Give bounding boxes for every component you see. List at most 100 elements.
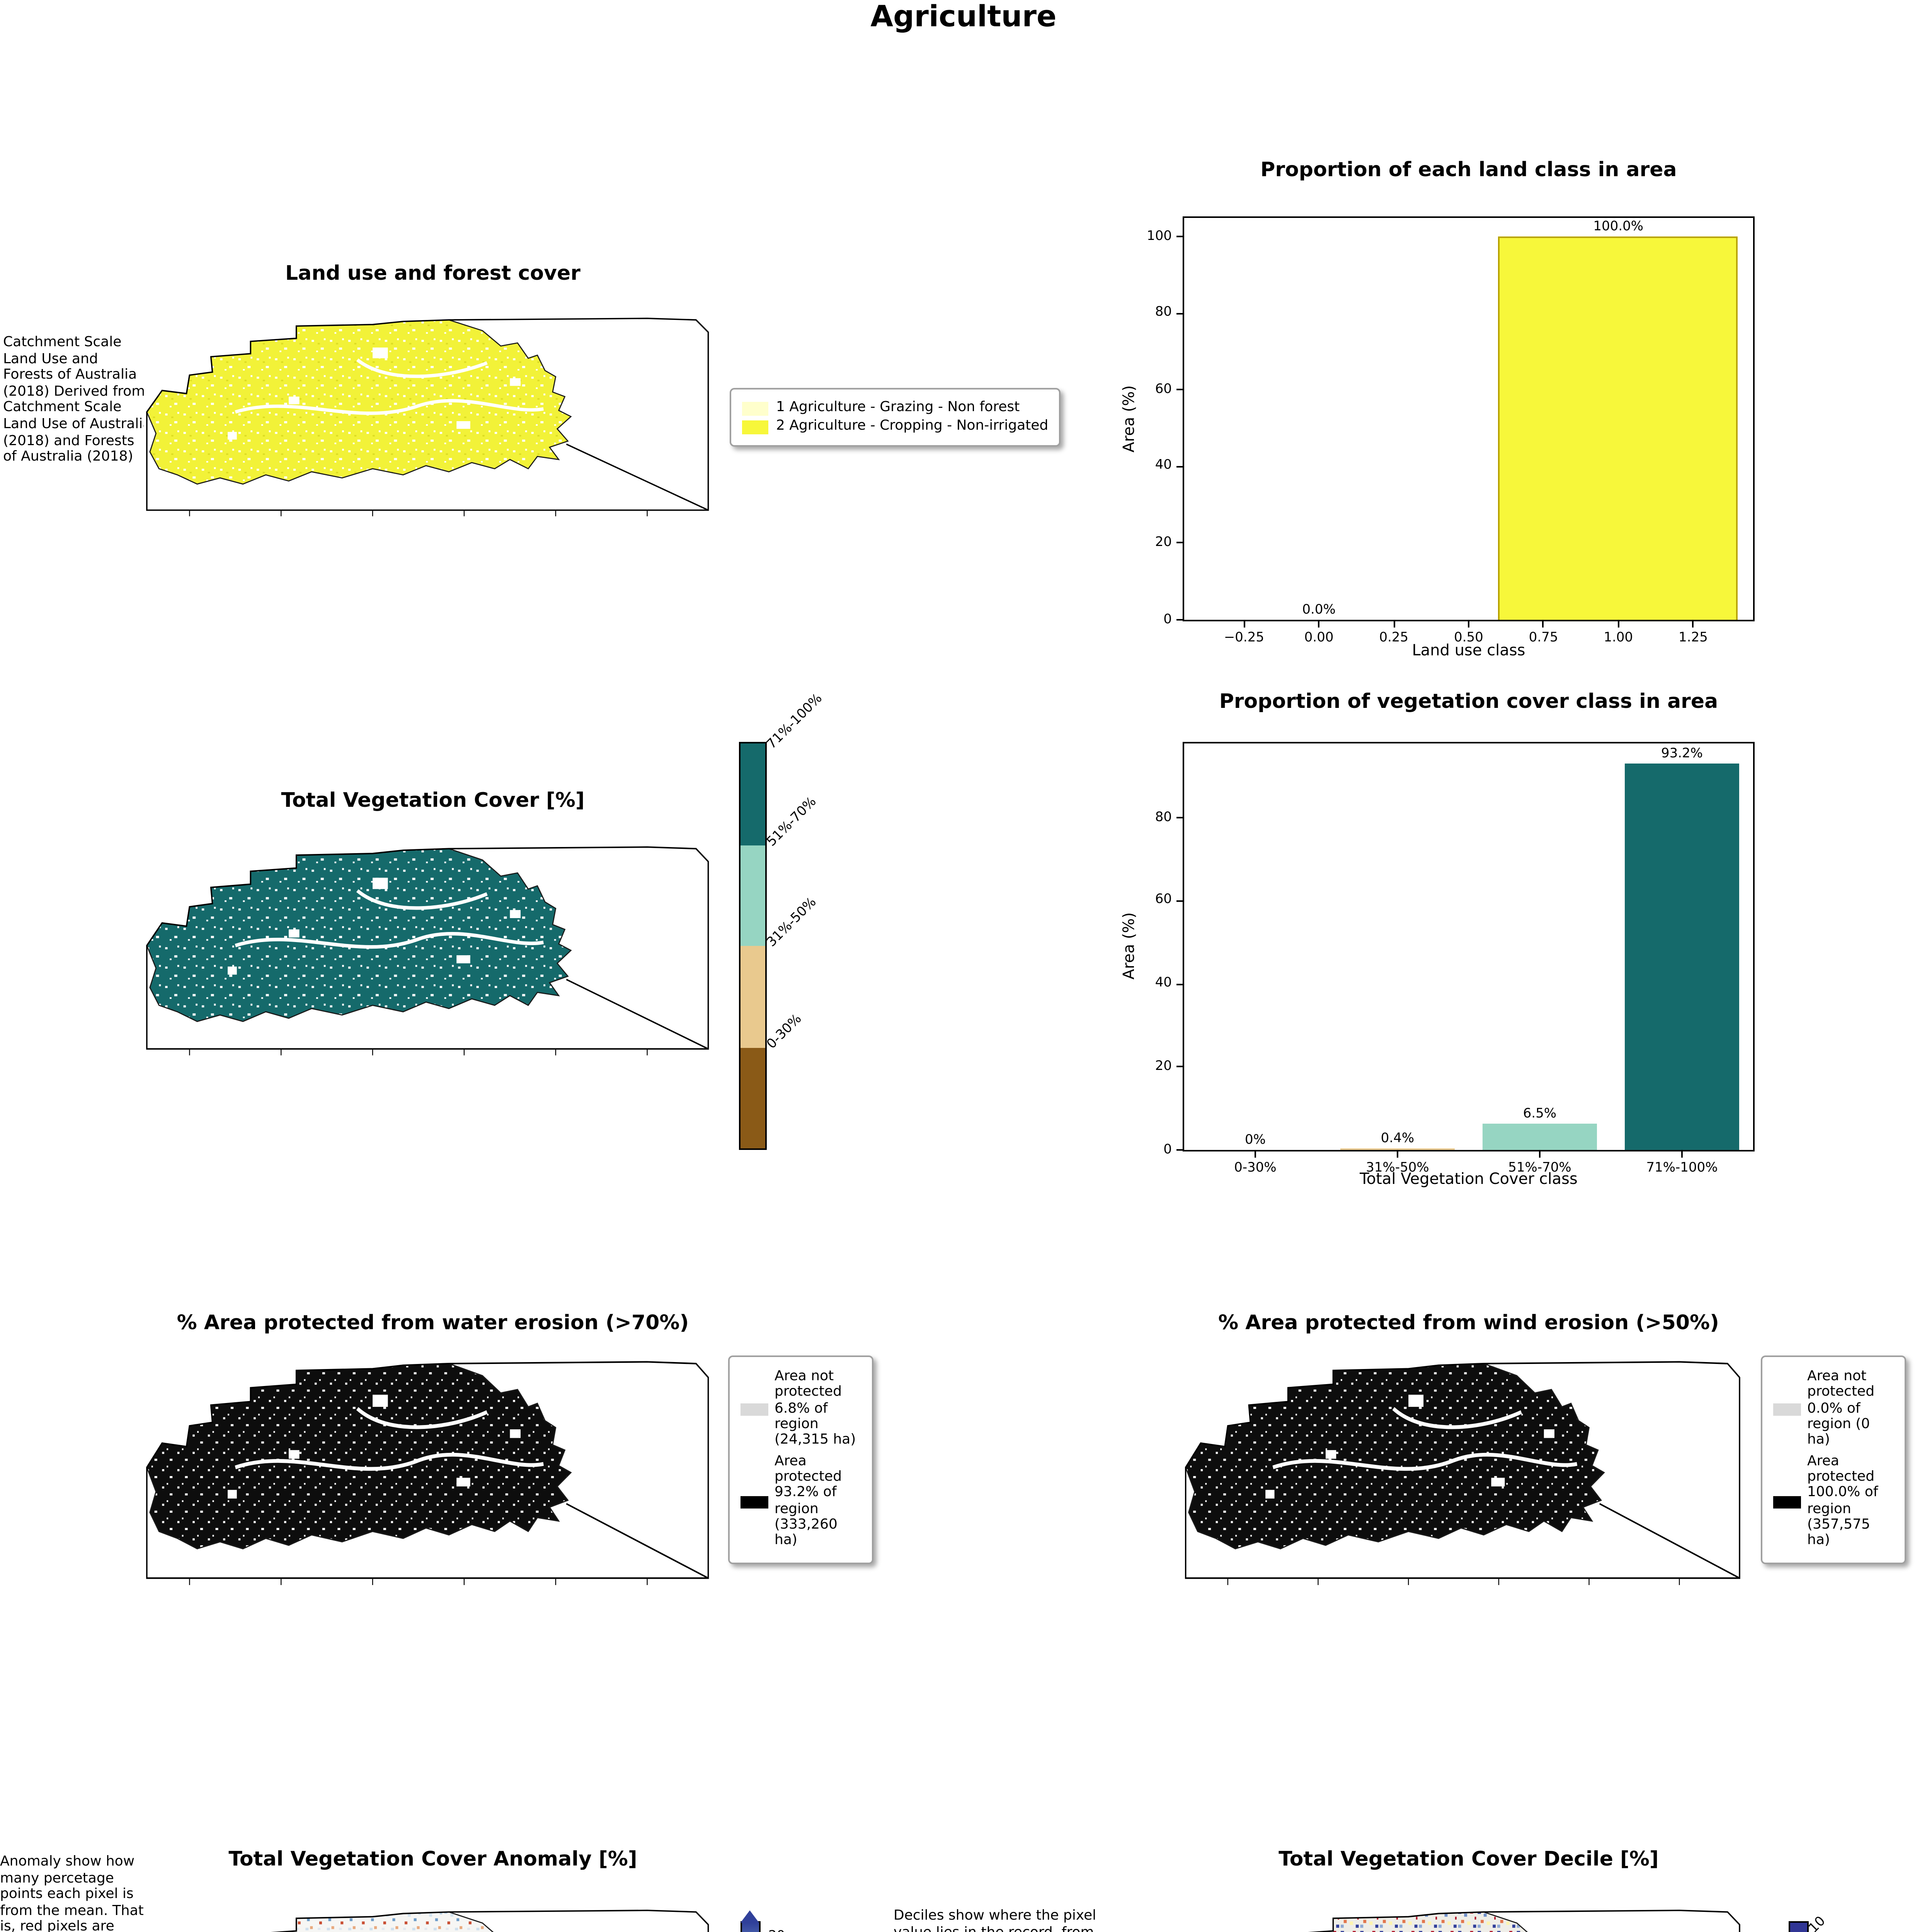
- clearing-gap: [289, 929, 300, 938]
- catchment-region: [1310, 1911, 1528, 1932]
- vegetation-bar-chart: 0 20 40 60 80 0-30% 31%-50% 51%-70% 71%-100% 0% 0.…: [1155, 742, 1755, 1176]
- y-tick-label: 80: [1155, 810, 1172, 826]
- y-axis-label: Area (%): [1122, 912, 1139, 980]
- x-tick-label: 0.75: [1529, 631, 1558, 646]
- legend-item: 2 Agriculture - Cropping - Non-irrigated: [742, 419, 1048, 434]
- clearing-gap: [228, 966, 237, 975]
- river-gap: [1272, 1452, 1578, 1471]
- y-tick: [1176, 983, 1184, 985]
- region-boundary: [146, 846, 709, 1050]
- colorbar-segment: [740, 946, 765, 1047]
- vegetation-chart-title: Proportion of vegetation cover class in …: [1219, 691, 1718, 714]
- page-title: Agriculture: [870, 0, 1057, 34]
- y-tick: [1176, 900, 1184, 902]
- bar-value-label: 100.0%: [1593, 220, 1644, 236]
- x-axis-label: Land use class: [1412, 643, 1525, 660]
- wind-erosion-legend: Area not protected 0.0% of region (0 ha)…: [1761, 1355, 1906, 1564]
- legend-label: Area protected 93.2% of region (333,260 …: [775, 1454, 842, 1549]
- colorbar-label: 71%-100%: [764, 690, 826, 752]
- bar-value-label: 6.5%: [1523, 1106, 1557, 1122]
- x-tick-label: 0.00: [1304, 631, 1334, 646]
- bar: [1483, 1123, 1597, 1150]
- decile-map-title: Total Vegetation Cover Decile [%]: [1278, 1849, 1659, 1872]
- region-boundary: [271, 1910, 709, 1932]
- x-tick: [1255, 1150, 1256, 1158]
- legend-label: 1 Agriculture - Grazing - Non forest: [776, 400, 1020, 416]
- colorbar-segment: [740, 743, 765, 845]
- colorbar-label: 51%-70%: [764, 794, 820, 850]
- clearing-gap: [1408, 1395, 1424, 1407]
- river-gap: [1392, 1407, 1522, 1429]
- clearing-gap: [373, 878, 388, 889]
- river-gap: [356, 1407, 488, 1429]
- decile-map: [1183, 1909, 1755, 1932]
- y-tick-label: 0: [1163, 612, 1172, 627]
- y-tick: [1176, 1149, 1184, 1151]
- x-tick: [1393, 620, 1395, 628]
- x-tick: [1468, 620, 1469, 628]
- land-use-map-title: Land use and forest cover: [285, 263, 580, 286]
- clearing-gap: [228, 432, 237, 440]
- colorbar-segment: [740, 1047, 765, 1148]
- anomaly-map-title: Total Vegetation Cover Anomaly [%]: [228, 1849, 637, 1872]
- decile-colorbar: 10 8-9 4-7 2-3 1: [1789, 1915, 1829, 1932]
- legend-item: 1 Agriculture - Grazing - Non forest: [742, 400, 1048, 416]
- anomaly-colorbar: 20 10 0 −10 −20: [740, 1910, 785, 1932]
- legend-item: Area protected 93.2% of region (333,260 …: [740, 1454, 861, 1550]
- region-boundary: [146, 1361, 709, 1579]
- clearing-gap: [510, 910, 521, 918]
- river-gap: [235, 399, 544, 415]
- region-boundary: [1185, 1361, 1740, 1579]
- water-erosion-title: % Area protected from water erosion (>70…: [177, 1312, 689, 1335]
- x-tick-label: 1.00: [1604, 631, 1633, 646]
- legend-swatch: [1773, 1496, 1801, 1508]
- colorbar-tick-label: 20: [768, 1929, 785, 1932]
- y-tick-label: 20: [1155, 1059, 1172, 1075]
- catchment-region: [273, 1911, 494, 1932]
- y-tick: [1176, 466, 1184, 468]
- catchment-region: [146, 848, 572, 1022]
- clearing-gap: [1544, 1429, 1554, 1438]
- colorbar-gradient: [742, 1923, 759, 1932]
- x-tick: [1243, 620, 1245, 628]
- boundary-diagonal: [1599, 1503, 1740, 1579]
- clearing-gap: [228, 1490, 237, 1499]
- y-tick: [1176, 542, 1184, 544]
- colorbar-label: 10: [1806, 1915, 1829, 1932]
- region-boundary: [1307, 1910, 1740, 1932]
- y-tick-label: 20: [1155, 535, 1172, 551]
- catchment-region: [146, 1363, 572, 1549]
- x-tick-label: 71%-100%: [1646, 1161, 1718, 1176]
- anomaly-map: [144, 1909, 723, 1932]
- bar: [1625, 763, 1739, 1150]
- x-tick-label: 51%-70%: [1508, 1161, 1571, 1176]
- colorbar-segment: [1790, 1923, 1807, 1932]
- x-tick-label: −0.25: [1224, 631, 1265, 646]
- clearing-gap: [1326, 1450, 1336, 1459]
- x-tick-label: 1.25: [1678, 631, 1708, 646]
- boundary-diagonal: [566, 1503, 709, 1579]
- y-tick-label: 80: [1155, 305, 1172, 321]
- land-use-legend: 1 Agriculture - Grazing - Non forest 2 A…: [730, 388, 1061, 447]
- x-tick: [1542, 620, 1544, 628]
- clearing-gap: [289, 396, 300, 405]
- clearing-gap: [373, 347, 388, 359]
- y-tick-label: 40: [1155, 976, 1172, 992]
- legend-label: Area not protected 6.8% of region (24,31…: [775, 1369, 856, 1449]
- y-tick-label: 0: [1163, 1142, 1172, 1157]
- legend-label: 2 Agriculture - Cropping - Non-irrigated: [776, 419, 1049, 434]
- colorbar-label: 0-30%: [764, 1011, 805, 1052]
- clearing-gap: [373, 1395, 388, 1407]
- anomaly-note: Anomaly show how many percetage points e…: [0, 1855, 144, 1932]
- x-tick-label: 31%-50%: [1366, 1161, 1429, 1176]
- legend-swatch: [742, 420, 768, 434]
- y-tick-label: 100: [1147, 229, 1172, 245]
- bar: [1340, 1148, 1455, 1150]
- river-gap: [356, 358, 488, 378]
- legend-swatch: [1773, 1403, 1801, 1416]
- x-tick: [1681, 1150, 1683, 1158]
- land-class-chart-title: Proportion of each land class in area: [1260, 159, 1677, 182]
- boundary-diagonal: [566, 979, 709, 1050]
- x-tick-label: 0.25: [1379, 631, 1409, 646]
